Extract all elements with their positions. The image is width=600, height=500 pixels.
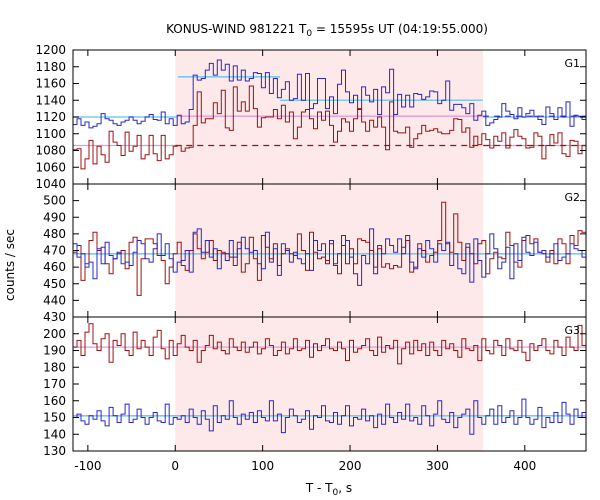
panel-label: G2 xyxy=(564,191,580,204)
y-tick-label: 1100 xyxy=(35,127,66,141)
y-tick-label: 200 xyxy=(43,327,66,341)
blue-count-series xyxy=(73,228,586,286)
xlabel-suffix: , s xyxy=(338,481,352,495)
title-suffix: = 15595s UT (04:19:55.000) xyxy=(312,22,488,36)
chart-title: KONUS-WIND 981221 T0 = 15595s UT (04:19:… xyxy=(166,22,488,39)
y-tick-label: 1060 xyxy=(35,160,66,174)
x-tick-label: 0 xyxy=(171,459,179,473)
y-tick-label: 130 xyxy=(43,444,66,458)
panel-g3: 130 140 150 160 170 180 190 200 G3 xyxy=(43,316,587,458)
y-tick-label: 490 xyxy=(43,210,66,224)
panel-label: G1 xyxy=(564,57,580,70)
x-tick-label: 400 xyxy=(513,459,536,473)
y-tick-label: 1140 xyxy=(35,93,66,107)
x-tick-label: 100 xyxy=(251,459,274,473)
y-tick-label: 1080 xyxy=(35,144,66,158)
y-tick-label: 1160 xyxy=(35,77,66,91)
y-tick-label: 480 xyxy=(43,227,66,241)
y-axis-label: counts / sec xyxy=(3,229,17,301)
blue-count-series xyxy=(73,59,586,129)
panels-group: 1040 1060 1080 1100 1120 1140 1160 1180 1200 G1 43… xyxy=(35,43,587,473)
y-tick-label: 160 xyxy=(43,394,66,408)
highlight-band xyxy=(175,317,483,451)
y-tick-label: 170 xyxy=(43,377,66,391)
y-tick-label: 470 xyxy=(43,244,66,258)
y-tick-label: 1180 xyxy=(35,60,66,74)
x-tick-label: 200 xyxy=(339,459,362,473)
xlabel-subscript: 0 xyxy=(333,488,339,498)
y-tick-label: 430 xyxy=(43,310,66,324)
title-subscript: 0 xyxy=(306,29,312,39)
panel-label: G3 xyxy=(564,324,580,337)
title-prefix: KONUS-WIND 981221 T xyxy=(166,22,307,36)
y-tick-label: 460 xyxy=(43,260,66,274)
y-tick-label: 190 xyxy=(43,344,66,358)
blue-count-series xyxy=(73,398,586,435)
y-tick-label: 1120 xyxy=(35,110,66,124)
panel-g2: 430 440 450 460 470 480 490 500 G2 xyxy=(43,183,587,324)
y-tick-label: 1040 xyxy=(35,177,66,191)
y-tick-label: 500 xyxy=(43,194,66,208)
x-tick-label: -100 xyxy=(74,459,101,473)
y-tick-label: 440 xyxy=(43,293,66,307)
plot-area xyxy=(73,201,586,296)
y-tick-label: 150 xyxy=(43,411,66,425)
red-count-series xyxy=(73,323,586,365)
red-count-series xyxy=(73,85,586,170)
xlabel-prefix: T - T xyxy=(305,481,333,495)
y-tick-label: 450 xyxy=(43,277,66,291)
plot-area xyxy=(73,59,586,170)
panel-g1: 1040 1060 1080 1100 1120 1140 1160 1180 1200 G1 xyxy=(35,43,587,191)
x-tick-label: 300 xyxy=(426,459,449,473)
x-axis-label: T - T0, s xyxy=(305,481,352,498)
plot-area xyxy=(73,323,586,435)
y-tick-label: 1200 xyxy=(35,43,66,57)
y-tick-label: 180 xyxy=(43,360,66,374)
y-tick-label: 140 xyxy=(43,427,66,441)
